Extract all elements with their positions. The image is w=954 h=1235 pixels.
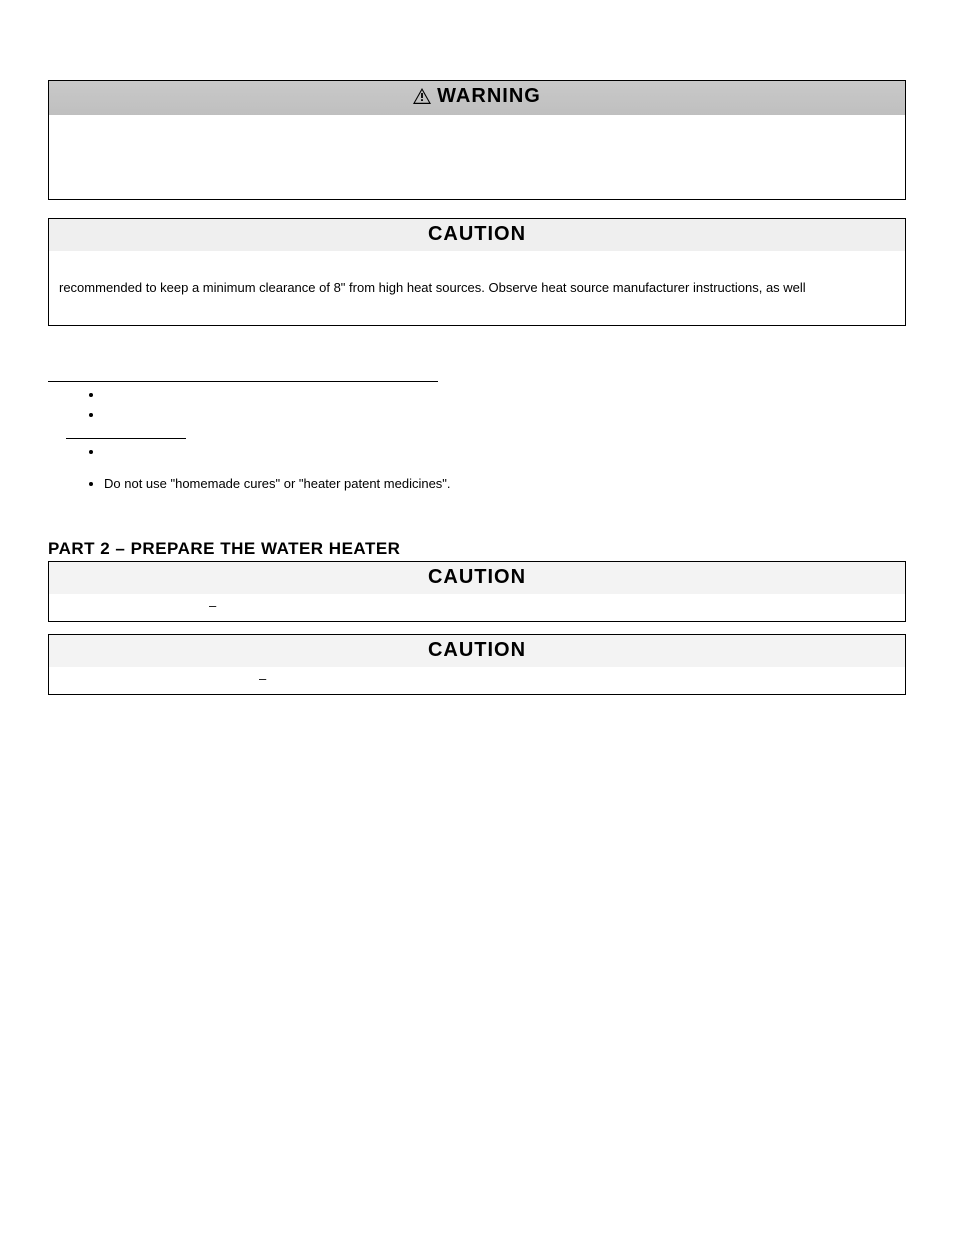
subsection-divider bbox=[66, 438, 186, 439]
list-item bbox=[104, 406, 906, 424]
caution-2a-banner-text: CAUTION bbox=[428, 566, 526, 588]
warning-body bbox=[49, 115, 905, 199]
section-divider bbox=[48, 381, 438, 382]
document-page: WARNING CAUTION recommended to keep a mi… bbox=[0, 0, 954, 1235]
warning-banner: WARNING bbox=[49, 81, 905, 115]
caution-2a-dash: – bbox=[209, 598, 216, 613]
warning-triangle-icon bbox=[413, 87, 431, 110]
caution-2a-body: – bbox=[49, 594, 905, 621]
warning-banner-text: WARNING bbox=[437, 85, 541, 107]
part-2-heading: PART 2 – PREPARE THE WATER HEATER bbox=[48, 539, 906, 559]
caution-2b-dash: – bbox=[259, 671, 266, 686]
caution-1-body: recommended to keep a minimum clearance … bbox=[49, 251, 905, 325]
list-item bbox=[104, 443, 906, 461]
list-item: Do not use "homemade cures" or "heater p… bbox=[104, 475, 906, 493]
list-item bbox=[104, 386, 906, 404]
caution-2b-banner-text: CAUTION bbox=[428, 639, 526, 661]
caution-2a-banner: CAUTION bbox=[49, 562, 905, 594]
bullet-list-upper bbox=[48, 386, 906, 424]
warning-box: WARNING bbox=[48, 80, 906, 200]
caution-box-2b: CAUTION – bbox=[48, 634, 906, 695]
caution-1-banner: CAUTION bbox=[49, 219, 905, 251]
caution-2b-body: – bbox=[49, 667, 905, 694]
caution-box-2a: CAUTION – bbox=[48, 561, 906, 622]
caution-box-1: CAUTION recommended to keep a minimum cl… bbox=[48, 218, 906, 326]
caution-2b-banner: CAUTION bbox=[49, 635, 905, 667]
caution-1-banner-text: CAUTION bbox=[428, 223, 526, 245]
bullet-list-lower: Do not use "homemade cures" or "heater p… bbox=[48, 443, 906, 493]
